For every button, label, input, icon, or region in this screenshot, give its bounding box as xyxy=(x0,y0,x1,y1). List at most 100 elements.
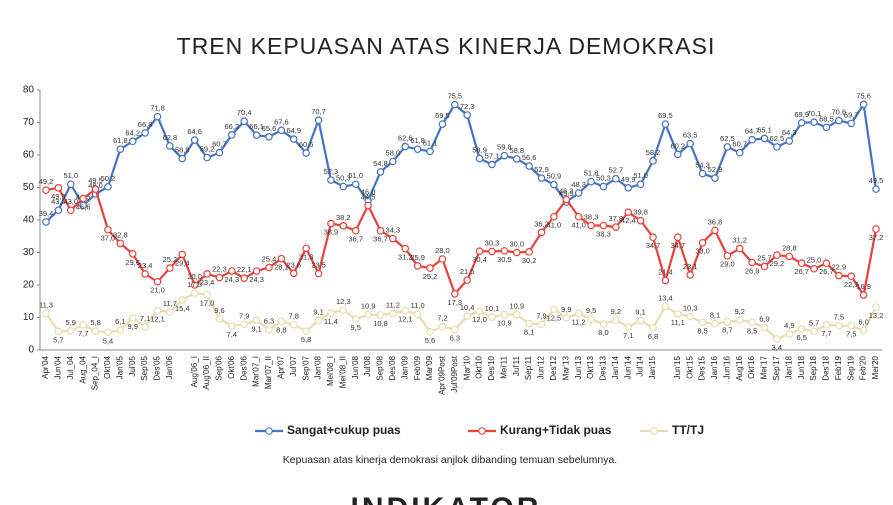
point xyxy=(413,145,422,153)
data-label: 12,3 xyxy=(336,297,351,306)
data-label: 12,1 xyxy=(150,315,165,324)
point xyxy=(302,244,310,253)
point xyxy=(624,184,633,192)
data-label: 28,1 xyxy=(274,263,289,272)
x-tick-label: Jun'18 xyxy=(797,355,806,379)
series-line xyxy=(45,101,878,223)
data-label: 6,3 xyxy=(450,334,460,343)
data-label: 49,2 xyxy=(39,177,54,186)
point xyxy=(686,271,694,279)
data-label: 7,1 xyxy=(140,314,150,323)
data-label: 60,7 xyxy=(212,140,227,149)
x-tick-label: Okt'04 xyxy=(103,355,112,378)
data-label: 11,2 xyxy=(386,301,400,310)
point xyxy=(314,316,323,325)
point xyxy=(698,238,707,247)
data-label: 42,4 xyxy=(621,216,636,225)
point xyxy=(141,129,149,137)
data-label: 29,4 xyxy=(175,258,190,267)
x-tick-label: Jun'14 xyxy=(623,355,632,379)
data-label: 5,8 xyxy=(90,318,100,327)
point xyxy=(104,328,112,337)
data-label: 38,2 xyxy=(336,213,351,222)
data-label: 37,2 xyxy=(869,233,884,242)
data-label: 10,8 xyxy=(373,319,388,328)
x-tick-label: Jul'11 xyxy=(512,355,521,376)
point xyxy=(587,221,595,230)
x-tick-label: Jan'08 xyxy=(314,355,323,379)
point xyxy=(451,289,459,298)
x-tick-label: Jul'07 xyxy=(289,355,298,376)
data-label: 29,2 xyxy=(770,259,785,268)
point xyxy=(735,244,744,253)
point xyxy=(512,155,521,163)
x-tick-label: Jun'12 xyxy=(537,355,546,379)
data-label: 41,0 xyxy=(547,221,562,230)
point xyxy=(760,323,769,332)
point xyxy=(252,316,261,325)
point xyxy=(624,208,633,217)
point xyxy=(512,310,521,319)
point xyxy=(723,143,732,151)
x-tick-label: Jun'08 xyxy=(351,355,360,379)
x-tick-label: Des'12 xyxy=(549,355,558,380)
point xyxy=(116,326,125,334)
point xyxy=(711,174,719,182)
data-label: 11,7 xyxy=(163,299,177,308)
point xyxy=(587,315,595,323)
point xyxy=(785,137,794,145)
point xyxy=(116,145,125,153)
point xyxy=(277,126,286,135)
x-tick-label: Jun'15 xyxy=(673,355,682,379)
x-tick-label: Apr'07 xyxy=(276,355,285,378)
data-label: 46,3 xyxy=(559,187,574,196)
data-label: 24,3 xyxy=(225,275,240,284)
point xyxy=(512,248,521,257)
data-label: 26,7 xyxy=(819,267,834,276)
point xyxy=(314,116,323,125)
data-label: 54,8 xyxy=(373,159,388,168)
point xyxy=(128,314,137,322)
point xyxy=(500,310,509,319)
data-label: 37,0 xyxy=(101,234,116,243)
legend-label: TT/TJ xyxy=(672,423,704,437)
data-label: 4,9 xyxy=(784,321,794,330)
point xyxy=(500,151,509,160)
point xyxy=(66,327,75,335)
data-label: 10,1 xyxy=(485,304,500,313)
point xyxy=(438,120,447,128)
data-label: 52,9 xyxy=(708,165,723,174)
data-label: 5,6 xyxy=(425,336,435,345)
point xyxy=(153,277,162,286)
data-label: 62,8 xyxy=(163,133,178,142)
data-label: 49,9 xyxy=(621,175,636,184)
point xyxy=(54,327,63,336)
point xyxy=(240,117,249,126)
x-tick-label: Mar'13 xyxy=(561,355,570,380)
x-tick-label: Jan'18 xyxy=(784,355,793,379)
data-label: 50,2 xyxy=(101,174,116,183)
point xyxy=(624,323,633,331)
data-label: 46,6 xyxy=(76,203,91,212)
point xyxy=(463,276,471,284)
point xyxy=(426,147,434,156)
point xyxy=(228,322,236,330)
data-label: 17,5 xyxy=(187,280,202,289)
point xyxy=(252,131,261,139)
x-tick-label: Jun'16 xyxy=(722,355,731,379)
point xyxy=(463,111,471,119)
data-label: 11,1 xyxy=(671,318,685,327)
data-label: 52,7 xyxy=(609,166,624,175)
point xyxy=(463,312,471,321)
x-tick-label: Mar'10 xyxy=(462,355,471,380)
data-label: 30,2 xyxy=(522,256,537,265)
point xyxy=(649,157,657,165)
point xyxy=(289,269,298,278)
data-label: 34,7 xyxy=(646,241,661,250)
data-label: 9,9 xyxy=(561,305,571,314)
data-label: 62,6 xyxy=(398,134,413,143)
point xyxy=(612,316,620,324)
x-tick-label: Sep'18 xyxy=(809,355,818,380)
point xyxy=(252,267,261,275)
data-label: 28,8 xyxy=(782,243,797,252)
